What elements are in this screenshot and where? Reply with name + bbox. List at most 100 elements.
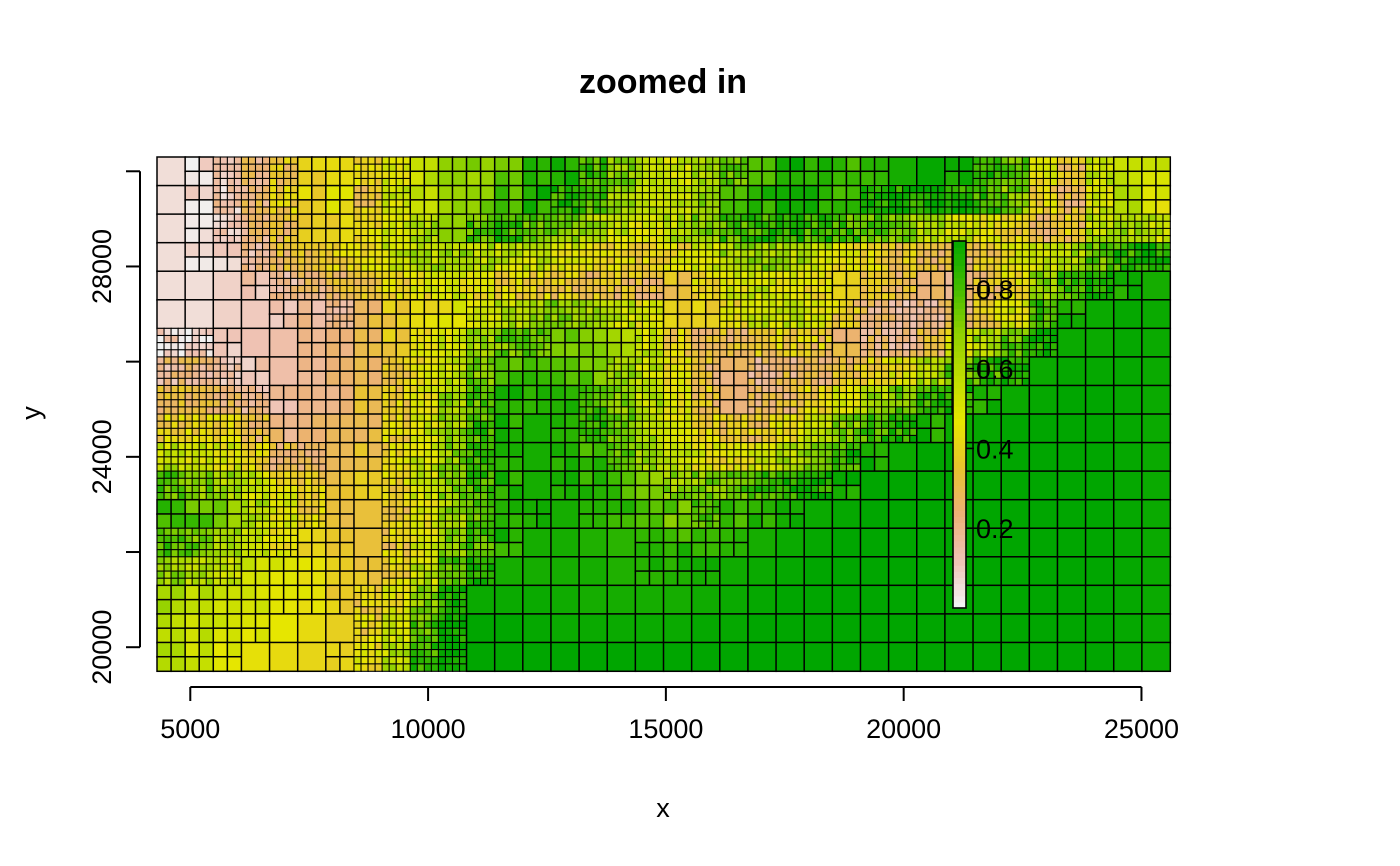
heatmap-cell	[339, 199, 356, 216]
heatmap-cell	[240, 192, 250, 201]
heatmap-cell	[1092, 192, 1101, 201]
heatmap-cell	[951, 199, 960, 208]
heatmap-cell	[536, 220, 545, 230]
heatmap-cell	[480, 499, 489, 508]
heatmap-cell	[979, 199, 988, 208]
heatmap-cell	[810, 363, 820, 373]
heatmap-cell	[219, 442, 229, 451]
heatmap-cell	[1078, 284, 1087, 294]
heatmap-cell	[395, 156, 405, 165]
heatmap-cell	[276, 534, 285, 544]
heatmap-cell	[1162, 256, 1171, 265]
heatmap-cell	[859, 406, 869, 415]
heatmap-cell	[170, 484, 179, 494]
heatmap-cell	[698, 334, 707, 344]
heatmap-cell	[761, 470, 770, 480]
heatmap-cell	[1155, 227, 1164, 237]
heatmap-cell	[247, 491, 257, 501]
heatmap-cell	[895, 313, 904, 323]
heatmap-cell	[845, 284, 862, 301]
heatmap-cell	[494, 256, 503, 265]
heatmap-cell	[430, 420, 440, 430]
heatmap-cell	[409, 527, 419, 537]
heatmap-cell	[430, 463, 440, 472]
heatmap-cell	[810, 220, 820, 230]
heatmap-cell	[684, 406, 693, 415]
heatmap-cell	[430, 491, 440, 501]
heatmap-cell	[634, 463, 644, 472]
heatmap-cell	[824, 434, 834, 444]
heatmap-cell	[240, 541, 250, 551]
heatmap-cell	[1106, 177, 1115, 187]
heatmap-cell	[219, 163, 229, 173]
heatmap-cell	[719, 327, 728, 337]
heatmap-cell	[444, 277, 454, 287]
heatmap-cell	[691, 392, 700, 401]
heatmap-cell	[1021, 313, 1031, 323]
heatmap-cell	[782, 427, 791, 437]
heatmap-cell	[712, 470, 721, 480]
heatmap-cell	[726, 234, 735, 244]
heatmap-cell	[571, 220, 580, 230]
heatmap-cell	[494, 320, 503, 330]
heatmap-cell	[1106, 234, 1115, 244]
heatmap-cell	[430, 484, 440, 494]
heatmap-cell	[592, 498, 609, 516]
heatmap-cell	[458, 334, 468, 344]
heatmap-cell	[1155, 199, 1172, 216]
heatmap-cell	[775, 184, 792, 201]
heatmap-cell	[198, 527, 208, 537]
heatmap-cell	[740, 213, 749, 223]
heatmap-cell	[522, 349, 531, 358]
heatmap-cell	[1049, 249, 1059, 258]
heatmap-cell	[409, 406, 419, 415]
heatmap-cell	[290, 292, 299, 301]
heatmap-cell	[965, 342, 974, 351]
heatmap-cell	[465, 506, 475, 515]
heatmap-cell	[831, 363, 841, 373]
heatmap-cell	[698, 199, 707, 208]
heatmap-cell	[212, 199, 222, 208]
heatmap-cell	[1084, 356, 1115, 387]
heatmap-cell	[522, 213, 531, 223]
heatmap-cell	[184, 363, 194, 373]
heatmap-cell	[852, 313, 862, 323]
heatmap-cell	[895, 434, 904, 444]
heatmap-cell	[219, 549, 229, 558]
heatmap-cell	[895, 399, 904, 408]
heatmap-cell	[451, 463, 461, 472]
heatmap-cell	[810, 392, 820, 401]
heatmap-cell	[550, 327, 567, 344]
heatmap-cell	[297, 277, 306, 287]
heatmap-cell	[437, 427, 447, 437]
heatmap-cell	[986, 306, 995, 315]
heatmap-cell	[1035, 334, 1045, 344]
heatmap-cell	[740, 277, 749, 287]
heatmap-cell	[177, 327, 186, 337]
heatmap-cell	[360, 192, 369, 201]
heatmap-cell	[339, 299, 348, 308]
heatmap-cell	[473, 292, 482, 301]
heatmap-cell	[1000, 234, 1010, 244]
heatmap-cell	[761, 256, 770, 265]
heatmap-cell	[712, 234, 721, 244]
heatmap-cell	[754, 420, 763, 430]
heatmap-cell	[712, 249, 721, 258]
heatmap-cell	[599, 427, 609, 437]
heatmap-cell	[409, 220, 419, 230]
heatmap-cell	[712, 170, 721, 180]
heatmap-cell	[944, 399, 953, 408]
heatmap-cell	[733, 349, 742, 358]
heatmap-cell	[304, 477, 313, 487]
heatmap-cell	[1021, 377, 1031, 387]
heatmap-cell	[473, 434, 482, 444]
heatmap-cell	[564, 320, 573, 330]
heatmap-cell	[789, 406, 799, 415]
heatmap-cell	[290, 527, 299, 537]
heatmap-cell	[332, 299, 341, 308]
heatmap-cell	[297, 477, 306, 487]
heatmap-cell	[733, 356, 749, 373]
heatmap-cell	[824, 242, 834, 251]
heatmap-cell	[613, 227, 623, 237]
heatmap-cell	[691, 192, 700, 201]
